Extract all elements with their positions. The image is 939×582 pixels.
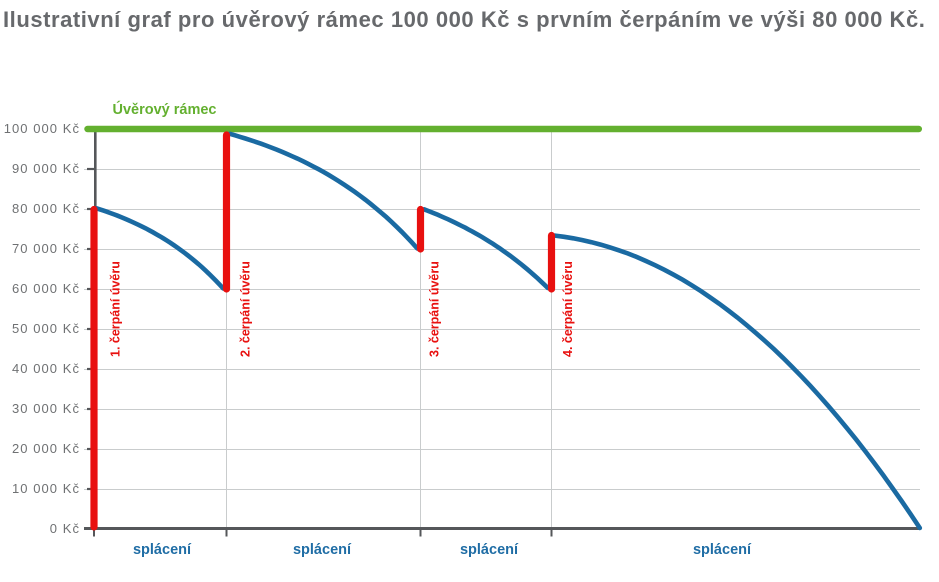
svg-text:60 000 Kč: 60 000 Kč (12, 281, 80, 296)
svg-text:100 000 Kč: 100 000 Kč (4, 121, 80, 136)
svg-text:splácení: splácení (133, 542, 192, 558)
svg-text:10 000 Kč: 10 000 Kč (12, 481, 80, 496)
svg-text:80 000 Kč: 80 000 Kč (12, 201, 80, 216)
svg-text:Ilustrativní graf pro úvěrový: Ilustrativní graf pro úvěrový rámec 100 … (3, 7, 925, 32)
svg-text:2. čerpání úvěru: 2. čerpání úvěru (239, 261, 253, 357)
svg-text:0 Kč: 0 Kč (50, 521, 80, 536)
svg-text:30 000 Kč: 30 000 Kč (12, 401, 80, 416)
svg-text:40 000 Kč: 40 000 Kč (12, 361, 80, 376)
svg-text:splácení: splácení (293, 542, 352, 558)
svg-text:splácení: splácení (460, 542, 519, 558)
svg-text:70 000 Kč: 70 000 Kč (12, 241, 80, 256)
svg-text:3. čerpání úvěru: 3. čerpání úvěru (428, 261, 442, 357)
svg-text:splácení: splácení (693, 542, 752, 558)
svg-text:1. čerpání úvěru: 1. čerpání úvěru (109, 261, 123, 357)
svg-text:50 000 Kč: 50 000 Kč (12, 321, 80, 336)
svg-text:Úvěrový rámec: Úvěrový rámec (113, 100, 217, 118)
svg-text:20 000 Kč: 20 000 Kč (12, 441, 80, 456)
svg-text:90 000 Kč: 90 000 Kč (12, 161, 80, 176)
svg-text:4. čerpání úvěru: 4. čerpání úvěru (561, 261, 575, 357)
